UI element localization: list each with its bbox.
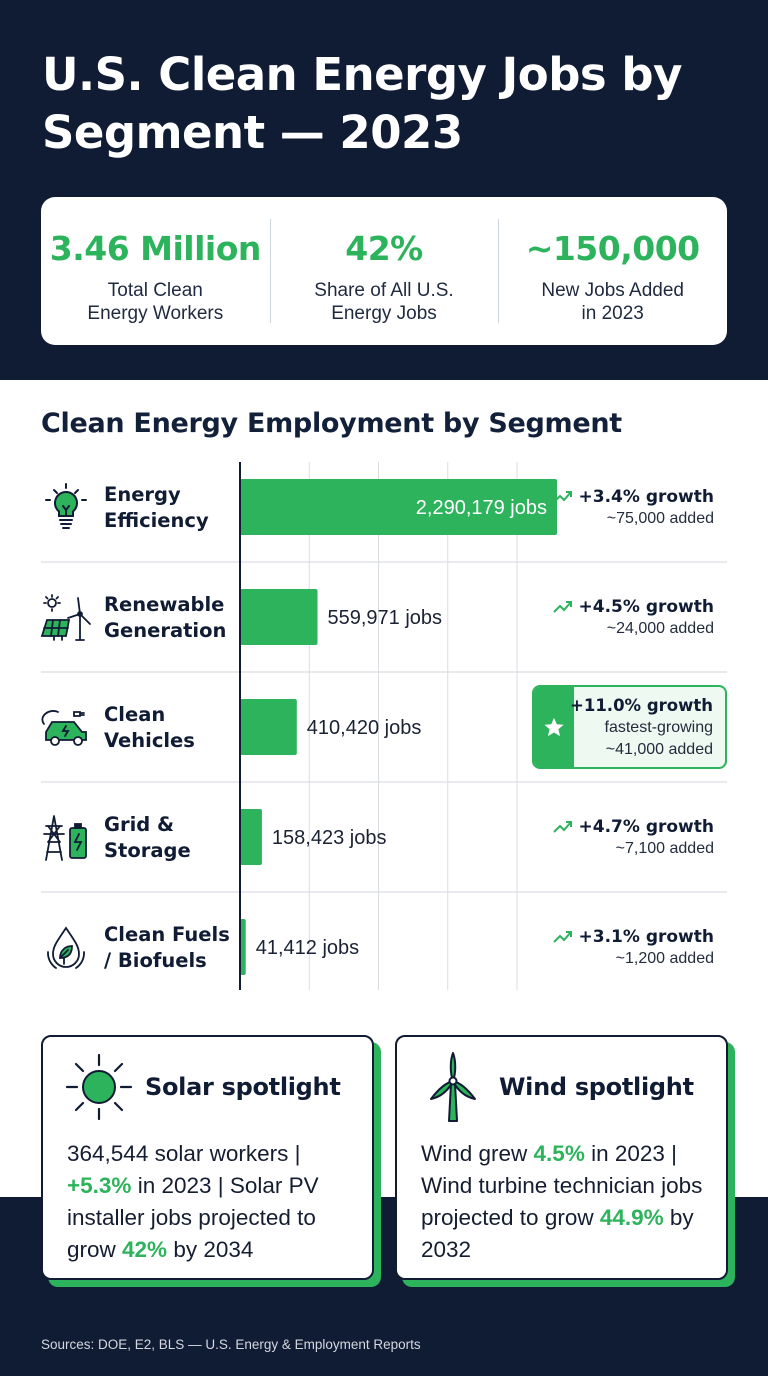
category-label: Renewable Generation (104, 593, 227, 642)
growth-rate: +4.5% growth (578, 597, 714, 617)
wind-turbine-icon (430, 1052, 476, 1122)
callout-strip (534, 687, 574, 767)
data-label: 559,971 jobs (328, 607, 443, 629)
growth-annotation: +4.7% growth ~7,100 added (552, 816, 714, 860)
growth-rate: +3.4% growth (578, 487, 714, 507)
body-text: by 2034 (167, 1237, 254, 1262)
growth-annotation: +3.1% growth ~1,200 added (552, 926, 714, 970)
kpi-share: 42% Share of All U.S. Energy Jobs (269, 197, 499, 345)
growth-rate: +4.7% growth (578, 817, 714, 837)
sources-footnote: Sources: DOE, E2, BLS — U.S. Energy & Em… (41, 1337, 421, 1352)
jobs-added: ~1,200 added (615, 950, 714, 967)
category-label: Clean Vehicles (104, 703, 195, 752)
kpi-new-jobs: ~150,000 New Jobs Added in 2023 (498, 197, 727, 345)
body-text: Wind grew (421, 1141, 534, 1166)
kpi-value: ~150,000 (525, 229, 700, 268)
body-text: 364,544 solar workers | (67, 1141, 301, 1166)
jobs-added: ~7,100 added (615, 840, 714, 857)
data-label: 41,412 jobs (256, 937, 359, 959)
growth-rate: +3.1% growth (578, 927, 714, 947)
spotlight-body: Wind grew 4.5% in 2023 | Wind turbine te… (421, 1138, 717, 1266)
kpi-label: Share of All U.S. Energy Jobs (314, 280, 454, 324)
trend-up-icon (552, 931, 572, 943)
body-text: in 2023 | Solar PV installer jobs projec… (67, 1173, 319, 1262)
bar-renewable-generation (240, 589, 318, 645)
wind-spotlight-card: Wind spotlight Wind grew 4.5% in 2023 | … (395, 1035, 728, 1280)
bar-clean-fuels-biofuels (240, 919, 246, 975)
chart-title: Clean Energy Employment by Segment (41, 408, 622, 439)
trend-up-icon (552, 821, 572, 833)
highlight-value: 4.5% (533, 1141, 585, 1166)
data-label: 158,423 jobs (272, 827, 387, 849)
growth-annotation: +4.5% growth ~24,000 added (552, 596, 714, 640)
growth-annotation: +3.4% growth ~75,000 added (552, 486, 714, 530)
spotlight-title: Solar spotlight (145, 1073, 341, 1101)
lightbulb-icon (45, 483, 87, 529)
jobs-added: ~41,000 added (605, 741, 713, 758)
jobs-added: ~24,000 added (606, 620, 714, 637)
kpi-total-workers: 3.46 Million Total Clean Energy Workers (41, 197, 270, 345)
kpi-label: New Jobs Added in 2023 (541, 280, 684, 324)
category-label: Energy Efficiency (104, 483, 209, 532)
callout-text: +11.0% growth fastest-growing ~41,000 ad… (570, 695, 713, 761)
kpi-value: 3.46 Million (49, 229, 262, 268)
data-label: 2,290,179 jobs (416, 497, 547, 519)
trend-up-icon (552, 601, 572, 613)
bar-clean-vehicles (240, 699, 297, 755)
body-text: by 2032 (421, 1205, 694, 1262)
category-label: Clean Fuels / Biofuels (104, 923, 230, 972)
category-label: Grid & Storage (104, 813, 191, 862)
body-text: in 2023 | Wind turbine technician jobs p… (421, 1141, 703, 1230)
solar-spotlight-card: Solar spotlight 364,544 solar workers | … (41, 1035, 374, 1280)
bar-grid-storage (240, 809, 262, 865)
sun-icon (65, 1053, 133, 1121)
kpi-label: Total Clean Energy Workers (87, 280, 224, 324)
highlight-value: 44.9% (599, 1205, 664, 1230)
electric-car-icon (41, 710, 87, 746)
page-title: U.S. Clean Energy Jobs by Segment — 2023 (42, 48, 682, 159)
hero-header: U.S. Clean Energy Jobs by Segment — 2023… (0, 0, 768, 380)
spotlight-body: 364,544 solar workers | +5.3% in 2023 | … (67, 1138, 363, 1266)
growth-rate: +11.0% growth (570, 696, 713, 715)
data-label: 410,420 jobs (307, 717, 422, 739)
star-icon (544, 717, 564, 737)
fastest-growing-note: fastest-growing (604, 719, 714, 736)
spotlight-title: Wind spotlight (499, 1073, 694, 1101)
highlight-value: +5.3% (67, 1173, 132, 1198)
highlight-value: 42% (122, 1237, 168, 1262)
fastest-growing-callout: +11.0% growth fastest-growing ~41,000 ad… (532, 685, 727, 769)
jobs-added: ~75,000 added (606, 510, 714, 527)
solar-wind-icon (40, 594, 91, 641)
kpi-card: 3.46 Million Total Clean Energy Workers … (41, 197, 727, 345)
biofuel-drop-icon (47, 926, 85, 969)
trend-up-icon (552, 491, 572, 503)
grid-battery-icon (43, 815, 87, 861)
bar-energy-efficiency (240, 479, 557, 535)
kpi-value: 42% (345, 229, 423, 268)
